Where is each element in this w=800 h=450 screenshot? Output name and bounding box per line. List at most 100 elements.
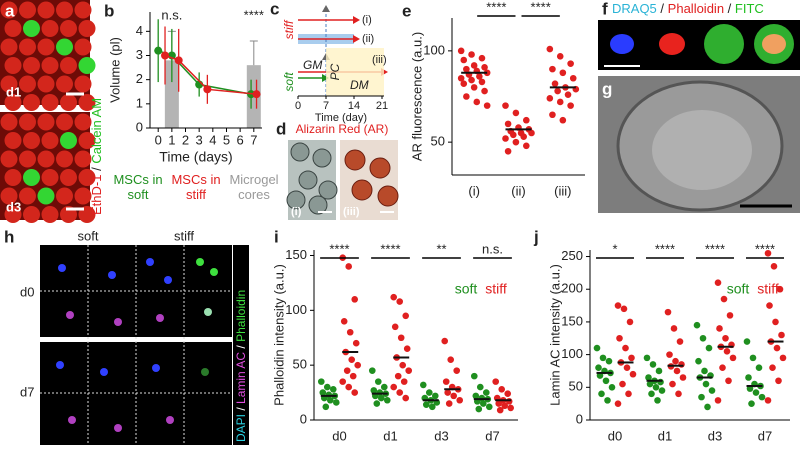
x-tick-label: 5 [223,132,230,147]
series-line [164,54,257,95]
point [481,87,488,95]
point [496,406,504,414]
significance: **** [244,7,264,22]
y-tick-label: 100 [285,302,307,317]
point [766,302,773,309]
point [422,401,430,408]
microgel [308,195,328,215]
microgel [19,38,36,56]
microgel [377,185,399,207]
condition-label: (iii) [343,206,360,218]
point [502,135,509,142]
point [564,91,572,98]
point [599,354,607,362]
point [652,384,660,391]
point [673,367,681,375]
point [595,364,602,371]
x-tick-label: 1 [168,132,175,147]
cell [108,271,116,279]
point [405,367,413,374]
point [456,396,464,404]
y-axis-label: AR fluorescence (a.u.) [409,32,424,161]
point [468,51,475,58]
point [391,323,399,331]
point [779,354,787,362]
point [345,263,353,270]
point [396,389,404,396]
microgel [19,1,36,19]
point [492,378,500,385]
stain-strip [233,245,249,445]
point [383,396,391,404]
microgel [369,157,391,179]
point [470,84,478,91]
point [598,390,605,398]
panel-letters: a b c d e f g h i j [4,0,612,246]
phase-label: DM [350,78,369,92]
microgels [286,142,399,215]
x-tick-label: (i) [468,183,480,198]
microgel [0,150,18,168]
microgel [318,180,338,200]
point [676,338,684,345]
point [317,378,325,385]
point [444,389,452,396]
point [326,396,334,404]
y-tick-label: 0 [136,119,143,134]
point [554,87,561,95]
point [666,351,673,358]
point [528,129,535,137]
point [483,102,491,109]
x-tick-label: (iii) [554,183,571,198]
point [622,344,629,352]
day-label: d3 [6,199,21,214]
point [743,338,751,345]
microgel [74,1,92,19]
point [351,296,359,303]
point [343,367,351,374]
microgel [4,169,22,186]
point [397,334,405,342]
cell [66,311,74,319]
significance: n.s. [482,241,503,256]
point [441,337,449,345]
microgel [41,169,59,186]
panel-letter: h [4,227,14,246]
microgel [74,75,92,93]
point [678,361,685,368]
point [755,364,763,371]
point [377,394,385,402]
cell [100,368,108,376]
point [504,390,512,397]
y-tick-label: 2 [136,71,143,86]
point [340,317,348,325]
point [479,400,487,407]
point [470,62,478,69]
point [567,102,574,109]
microgel [23,206,40,223]
point [402,312,410,320]
y-axis-label: Lamin AC intensity (a.u.) [547,264,562,406]
point [658,387,666,394]
point [764,397,772,404]
point [431,392,439,400]
ticks: 0 7 14 21 [295,96,388,112]
point [699,334,707,342]
microgel [37,1,55,19]
point [614,302,622,309]
point [716,325,723,332]
microgel [78,94,96,111]
x-tick-label: 21 [376,100,388,112]
microgel [56,150,73,168]
cell [146,258,154,266]
point [623,364,631,371]
point [399,361,407,369]
cell [652,110,752,190]
point [501,402,509,410]
point [752,389,760,396]
point [349,372,357,380]
point [442,378,450,385]
microgel [312,148,332,168]
point [447,356,455,363]
point [705,344,713,352]
